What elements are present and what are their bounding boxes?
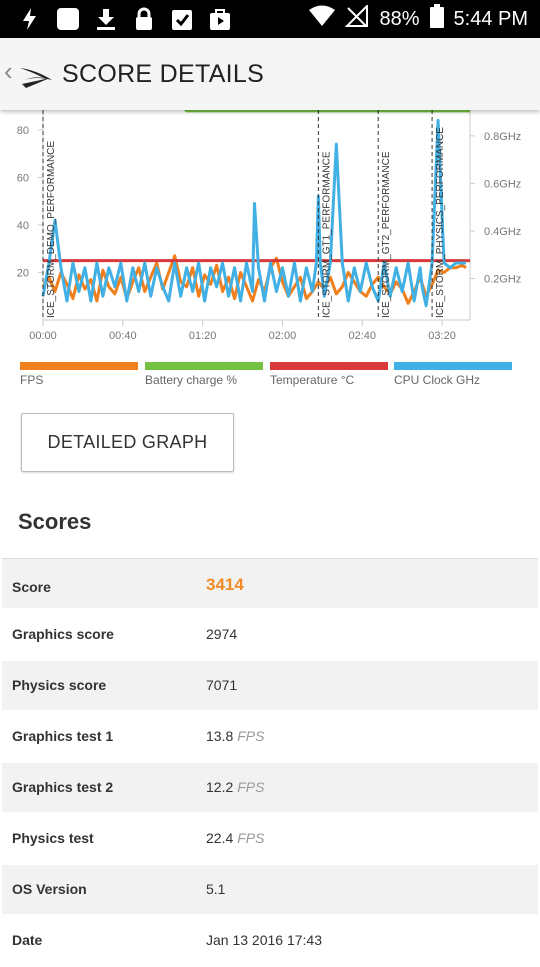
table-row: Physics score 7071 (2, 661, 538, 712)
row-value: 22.4 FPS (206, 830, 264, 846)
row-label: Physics score (12, 677, 107, 693)
test-marker-label: ICE_STORM_GT2_PERFORMANCE (381, 151, 392, 318)
row-label: Score (12, 579, 51, 595)
battery-icon (429, 4, 444, 34)
value-unit: FPS (237, 728, 265, 744)
y-tick-label: 80 (17, 125, 29, 137)
play-store-icon (208, 7, 232, 31)
value-unit: FPS (237, 779, 265, 795)
chart-legend: FPS Battery charge % Temperature °C CPU … (20, 362, 520, 387)
row-label: Graphics score (12, 626, 114, 642)
legend-label-cpu-clock: CPU Clock GHz (394, 373, 481, 387)
table-row: Score 3414 (2, 559, 538, 610)
legend-label-battery: Battery charge % (145, 373, 238, 387)
scores-heading: Scores (18, 509, 92, 534)
legend-swatch-cpu-clock (394, 362, 512, 370)
series-line (41, 254, 467, 305)
row-label: OS Version (12, 881, 87, 897)
row-value: 13.8 FPS (206, 728, 264, 744)
test-marker-label: ICE_STORM_GT1_PERFORMANCE (321, 151, 332, 318)
clipboard-check-icon (170, 7, 194, 31)
y-tick-label: 60 (17, 172, 29, 184)
clock: 5:44 PM (453, 7, 528, 30)
row-label: Date (12, 932, 43, 948)
chart-svg: 80 60 40 20 0.8GHz 0.6GHz 0.4GHz 0.2GHz 00:00 00:… (17, 104, 521, 342)
table-row: OS Version 5.1 (2, 865, 538, 916)
legend-item-cpu-clock: CPU Clock GHz (394, 362, 512, 387)
legend-swatch-fps (20, 362, 138, 370)
row-value: 2974 (206, 626, 238, 642)
score-value: 3414 (206, 575, 244, 594)
series-line (43, 104, 470, 113)
table-row: Date Jan 13 2016 17:43 (2, 916, 538, 967)
series-line (41, 118, 467, 308)
flash-icon (18, 7, 42, 31)
performance-chart: 80 60 40 20 0.8GHz 0.6GHz 0.4GHz 0.2GHz 00:00 00:… (0, 104, 540, 400)
value-number: 12.2 (206, 779, 234, 795)
row-value: 5.1 (206, 881, 226, 897)
row-value: 12.2 FPS (206, 779, 264, 795)
y-tick-label: 40 (17, 220, 29, 232)
row-label: Graphics test 2 (12, 779, 114, 795)
x-tick-label: 00:40 (109, 330, 137, 342)
y-right-tick-label: 0.6GHz (484, 178, 521, 190)
y-tick-label: 20 (17, 267, 29, 279)
lock-icon (132, 7, 156, 31)
x-tick-label: 03:20 (428, 330, 456, 342)
row-value: Jan 13 2016 17:43 (206, 932, 322, 948)
row-label: Physics test (12, 830, 94, 846)
legend-swatch-battery (145, 362, 263, 370)
value-number: 13.8 (206, 728, 234, 744)
legend-item-fps: FPS (20, 362, 138, 387)
row-value: 7071 (206, 677, 238, 693)
x-tick-label: 01:20 (189, 330, 217, 342)
app-notification-icon (56, 7, 80, 31)
scores-table: Score 3414 Graphics score 2974 Physics s… (2, 558, 538, 967)
back-chevron-icon[interactable]: ‹ (4, 56, 13, 86)
test-marker-label: ICE_STORM_PHYSICS_PERFORMANCE (435, 127, 446, 318)
row-label: Graphics test 1 (12, 728, 114, 744)
table-row: Graphics test 2 12.2 FPS (2, 763, 538, 814)
table-row: Graphics score 2974 (2, 610, 538, 661)
status-bar: 88% 5:44 PM (0, 0, 540, 38)
value-number: 22.4 (206, 830, 234, 846)
download-icon (94, 7, 118, 31)
x-tick-label: 02:40 (348, 330, 376, 342)
value-unit: FPS (237, 830, 265, 846)
legend-item-temperature: Temperature °C (270, 362, 388, 387)
detailed-graph-button[interactable]: DETAILED GRAPH (21, 413, 234, 472)
x-tick-label: 02:00 (269, 330, 297, 342)
legend-swatch-temperature (270, 362, 388, 370)
no-signal-icon (345, 3, 369, 33)
page-title: SCORE DETAILS (62, 60, 265, 88)
table-row: Graphics test 1 13.8 FPS (2, 712, 538, 763)
legend-label-fps: FPS (20, 373, 44, 387)
wifi-icon (309, 5, 336, 33)
y-right-tick-label: 0.2GHz (484, 273, 521, 285)
y-right-tick-label: 0.8GHz (484, 131, 521, 143)
3dmark-logo-icon[interactable] (16, 54, 56, 94)
table-row: Physics test 22.4 FPS (2, 814, 538, 865)
x-tick-label: 00:00 (29, 330, 57, 342)
battery-percent: 88% (379, 7, 420, 30)
legend-item-battery: Battery charge % (145, 362, 263, 387)
y-right-tick-label: 0.4GHz (484, 226, 521, 238)
test-marker-label: ICE_STORM_DEMO_PERFORMANCE (46, 141, 57, 318)
legend-label-temperature: Temperature °C (270, 373, 355, 387)
app-bar: ‹ SCORE DETAILS (0, 38, 540, 110)
